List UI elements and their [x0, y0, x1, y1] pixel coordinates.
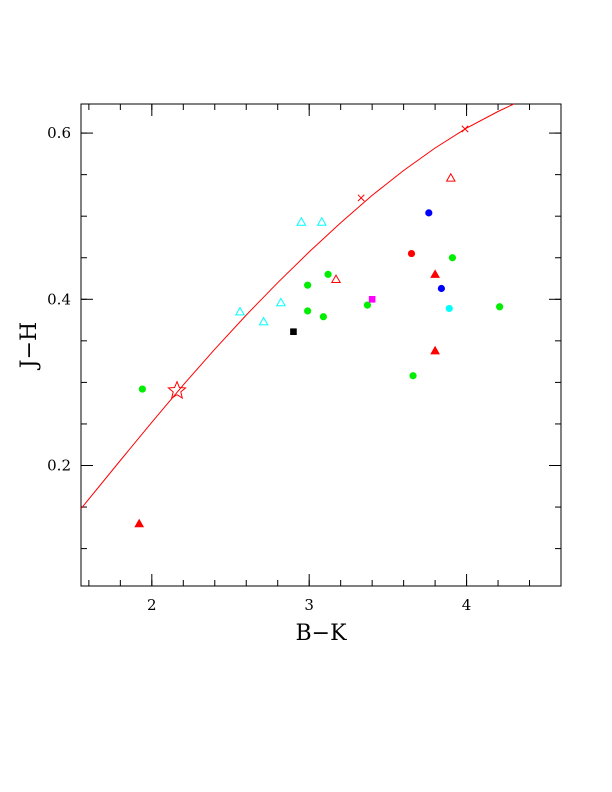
- curve-cross-marker: [357, 194, 365, 202]
- data-point-circle: [324, 270, 332, 278]
- y-tick-label: 0.4: [47, 290, 71, 308]
- cross-stroke: [461, 125, 469, 133]
- data-point-square: [290, 328, 297, 336]
- data-point-triangle-open: [258, 316, 269, 326]
- data-point-triangle-open: [275, 297, 286, 307]
- data-point-triangle-open: [316, 216, 327, 226]
- data-point-circle: [445, 304, 453, 313]
- data-point-circle: [437, 284, 445, 293]
- data-point-circle: [425, 209, 433, 217]
- y-tick-label: 0.2: [47, 457, 71, 475]
- data-point-circle: [319, 313, 327, 321]
- plot-frame: [80, 103, 562, 587]
- x-tick-label: 3: [304, 596, 314, 614]
- x-tick-label: 4: [462, 596, 472, 614]
- reference-curve: [80, 103, 515, 510]
- reference-curve-line: [80, 103, 515, 510]
- x-tick-label: 2: [147, 596, 157, 614]
- data-point-circle: [407, 249, 416, 258]
- data-point-circle: [448, 254, 457, 262]
- y-axis-label: J−H: [17, 322, 42, 370]
- y-tick-label: 0.6: [47, 124, 71, 142]
- data-points: [134, 172, 504, 528]
- data-point-square: [368, 295, 376, 303]
- curve-cross-marker: [461, 125, 469, 133]
- data-point-triangle-filled: [134, 518, 145, 528]
- tick-labels: 2 3 4 0.2 0.4 0.6: [47, 124, 471, 614]
- data-point-triangle-open: [445, 172, 456, 182]
- data-point-triangle-filled: [430, 269, 440, 278]
- data-point-triangle-filled: [430, 345, 440, 355]
- minor-ticks: [81, 104, 562, 586]
- data-point-circle: [304, 307, 312, 315]
- x-axis-label: B−K: [295, 621, 347, 646]
- data-point-triangle-open: [234, 306, 246, 316]
- cross-stroke: [357, 194, 365, 202]
- plot-area-border: [80, 103, 562, 587]
- data-point-circle: [496, 303, 504, 311]
- data-point-circle: [304, 281, 312, 289]
- data-point-triangle-open: [330, 274, 342, 283]
- major-ticks: [81, 104, 561, 586]
- star-marker: [167, 380, 187, 400]
- data-point-circle: [363, 301, 372, 309]
- data-point-triangle-open: [296, 216, 307, 226]
- data-point-circle: [409, 372, 417, 380]
- data-point-circle: [138, 385, 146, 393]
